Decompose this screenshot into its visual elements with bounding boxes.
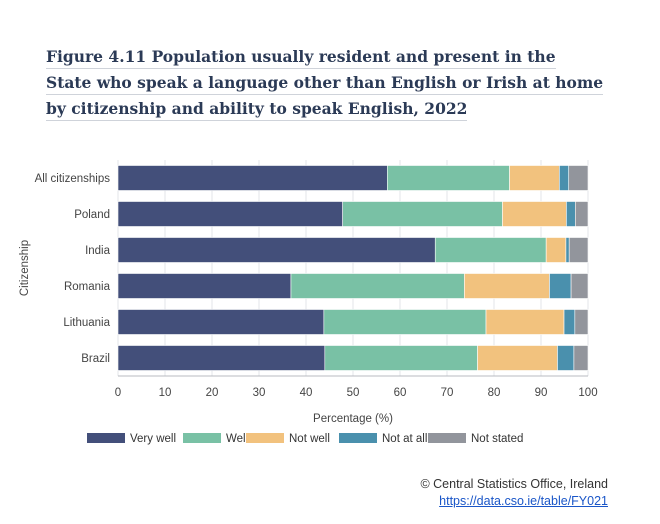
bar-segment [323,309,487,335]
bar-segment [509,165,560,191]
bar-segment [434,237,547,263]
legend-swatch [428,433,466,443]
legend-swatch [87,433,125,443]
bar-segment [545,237,567,263]
bar-segment [477,345,558,371]
chart-title: Figure 4.11 Population usually resident … [46,44,606,122]
y-tick-label: Poland [74,209,110,221]
y-axis-title: Citizenship [19,240,31,296]
bar-segment [117,273,292,299]
legend-swatch [183,433,221,443]
bar-segment [342,201,503,227]
y-tick-label: All citizenships [35,173,111,185]
legend-swatch [339,433,377,443]
bar-segment [464,273,550,299]
bar-segment [568,165,589,191]
x-tick-label: 10 [159,387,172,399]
y-tick-label: Lithuania [63,317,110,329]
x-tick-label: 50 [347,387,360,399]
bar-segment [117,309,325,335]
bar-segment [563,309,576,335]
bar-segment [573,345,589,371]
x-tick-label: 80 [488,387,501,399]
x-tick-label: 100 [578,387,597,399]
bar-segment [557,345,575,371]
bar-segment [117,237,436,263]
bar-segment [570,273,589,299]
bar-segment [117,165,388,191]
x-axis-title: Percentage (%) [313,413,393,425]
bar-segment [117,201,343,227]
bar-segment [324,345,478,371]
x-tick-label: 0 [115,387,121,399]
x-tick-label: 20 [206,387,219,399]
y-tick-label: India [85,245,111,257]
bar-segment [549,273,572,299]
y-tick-label: Brazil [81,353,110,365]
bar-segment [117,345,326,371]
footer: © Central Statistics Office, Ireland htt… [420,476,608,510]
bar-segment [574,309,589,335]
legend-swatch [246,433,284,443]
bar-segment [485,309,565,335]
x-tick-label: 70 [441,387,454,399]
bar-segment [290,273,465,299]
x-tick-label: 40 [300,387,313,399]
bar-segment [565,237,570,263]
bar-segment [568,237,589,263]
stacked-bar-chart: 0 10 20 30 40 50 60 70 80 90 100 All citizenships Po… [19,160,598,445]
bar-segment [559,165,570,191]
legend-label: Well [226,433,248,445]
legend-label: Not stated [471,433,523,445]
credit-text: © Central Statistics Office, Ireland [420,477,608,491]
legend-label: Not at all [382,433,427,445]
legend-label: Very well [130,433,176,445]
source-link[interactable]: https://data.cso.ie/table/FY021 [439,494,608,508]
chart-title-text: Figure 4.11 Population usually resident … [46,47,604,121]
bar-segment [387,165,510,191]
legend-label: Not well [289,433,330,445]
bar-segment [566,201,576,227]
bar-segment [575,201,589,227]
x-tick-label: 90 [535,387,548,399]
x-tick-label: 60 [394,387,407,399]
x-tick-label: 30 [253,387,266,399]
y-tick-label: Romania [64,281,111,293]
bar-segment [502,201,567,227]
